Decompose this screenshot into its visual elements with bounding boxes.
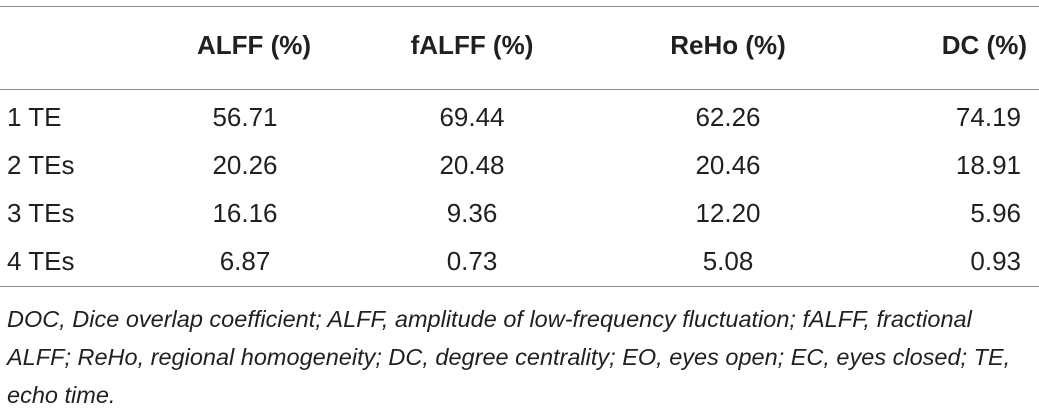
- row-label: 2 TEs: [7, 149, 75, 180]
- data-table: ALFF (%) fALFF (%) ReHo (%) DC (%) 1 TE …: [0, 0, 1039, 285]
- header-reho: ReHo (%): [670, 30, 786, 60]
- cell-dc: 74.19: [955, 101, 1021, 132]
- table-row: 3 TEs 16.16 9.36 12.20 5.96: [0, 189, 1039, 237]
- cell-falff: 9.36: [446, 197, 498, 228]
- cell-dc: 18.91: [955, 149, 1021, 180]
- table-top-rule: [0, 6, 1039, 7]
- cell-reho: 5.08: [702, 245, 754, 276]
- cell-alff: 6.87: [219, 245, 271, 276]
- row-label: 4 TEs: [7, 245, 75, 276]
- row-label: 3 TEs: [7, 197, 75, 228]
- cell-alff: 20.26: [212, 149, 278, 180]
- cell-reho: 12.20: [695, 197, 761, 228]
- cell-falff: 69.44: [439, 101, 505, 132]
- table-header-rule: [0, 89, 1039, 90]
- cell-alff: 56.71: [212, 101, 278, 132]
- cell-dc: 0.93: [970, 245, 1021, 276]
- header-row-label: [0, 0, 150, 89]
- cell-reho: 62.26: [695, 101, 761, 132]
- cell-falff: 20.48: [439, 149, 505, 180]
- header-alff: ALFF (%): [196, 30, 312, 60]
- table-row: 1 TE 56.71 69.44 62.26 74.19: [0, 89, 1039, 141]
- table-row: 4 TEs 6.87 0.73 5.08 0.93: [0, 237, 1039, 285]
- header-dc: DC (%): [941, 30, 1027, 60]
- table-bottom-rule: [0, 286, 1039, 287]
- cell-falff: 0.73: [446, 245, 498, 276]
- table-footnote: DOC, Dice overlap coefficient; ALFF, amp…: [7, 306, 1011, 408]
- header-falff: fALFF (%): [410, 30, 534, 60]
- cell-dc: 5.96: [970, 197, 1021, 228]
- row-label: 1 TE: [7, 101, 62, 132]
- cell-alff: 16.16: [212, 197, 278, 228]
- cell-reho: 20.46: [695, 149, 761, 180]
- table-row: 2 TEs 20.26 20.48 20.46 18.91: [0, 141, 1039, 189]
- table-header-row: ALFF (%) fALFF (%) ReHo (%) DC (%): [0, 0, 1039, 89]
